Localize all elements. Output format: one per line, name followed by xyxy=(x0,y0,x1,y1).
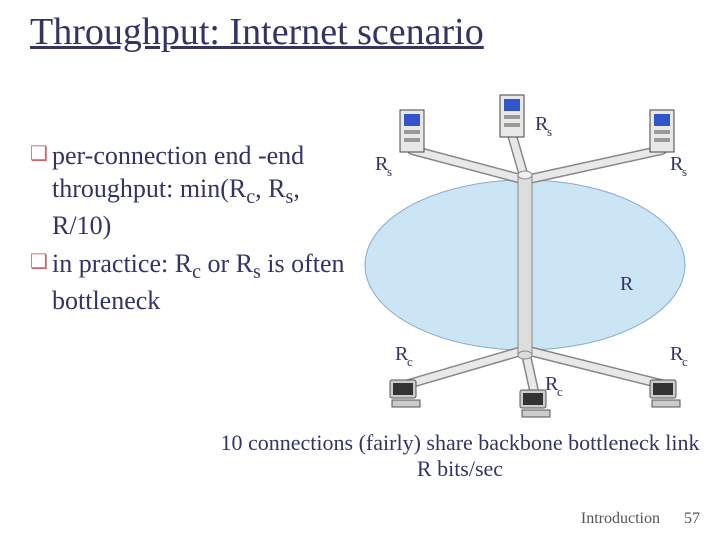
diagram-caption: 10 connections (fairly) share backbone b… xyxy=(220,430,700,482)
bullet-list: per-connection end -end throughput: min(… xyxy=(30,140,350,324)
bullet-item: per-connection end -end throughput: min(… xyxy=(30,140,350,242)
footer-page-number: 57 xyxy=(684,510,700,528)
svg-text:s: s xyxy=(682,164,687,179)
svg-text:c: c xyxy=(682,354,688,369)
page-title: Throughput: Internet scenario xyxy=(30,10,484,54)
svg-text:c: c xyxy=(557,384,563,399)
svg-text:R: R xyxy=(620,273,634,295)
footer-section: Introduction xyxy=(581,510,660,528)
bullet-item: in practice: Rc or Rs is often bottlenec… xyxy=(30,248,350,318)
svg-text:c: c xyxy=(407,354,413,369)
svg-text:s: s xyxy=(387,164,392,179)
svg-text:s: s xyxy=(547,124,552,139)
network-diagram: RsRsRsRcRcRcR xyxy=(350,90,700,420)
